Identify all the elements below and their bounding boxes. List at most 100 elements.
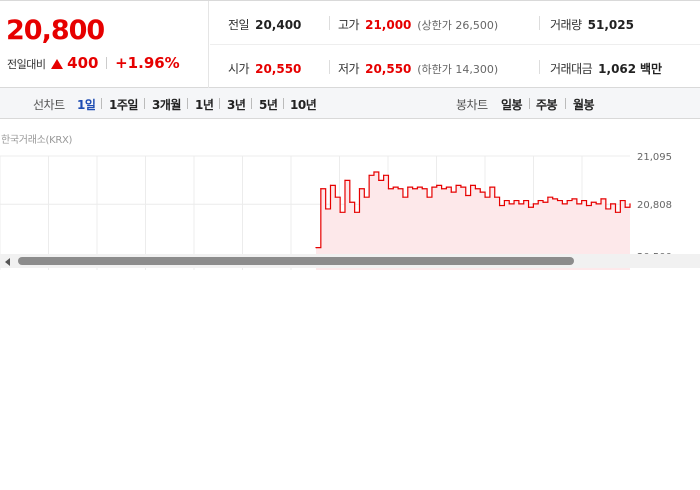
data-point xyxy=(561,203,563,205)
candle-chart-label: 봉차트 xyxy=(456,98,488,112)
data-point xyxy=(556,199,559,202)
data-point xyxy=(431,186,433,188)
data-point xyxy=(542,201,544,203)
data-point xyxy=(450,191,452,193)
tab-monthly-candle[interactable]: 월봉 xyxy=(573,98,595,112)
change-label: 전일대비 xyxy=(7,58,46,71)
tab-5-years[interactable]: 5년 xyxy=(259,98,278,112)
data-point xyxy=(479,191,481,193)
data-point xyxy=(412,188,414,190)
triangle-left-icon[interactable] xyxy=(5,258,10,266)
tab-3-months[interactable]: 3개월 xyxy=(152,98,181,112)
data-point xyxy=(489,186,491,188)
data-point xyxy=(397,188,399,190)
volume-label: 거래량 xyxy=(550,18,582,32)
change-row: 전일대비 400 +1.96% xyxy=(7,54,180,72)
tab-1-year[interactable]: 1년 xyxy=(195,98,214,112)
data-point xyxy=(378,179,380,181)
data-point xyxy=(518,203,520,205)
data-point xyxy=(590,201,592,203)
current-price: 20,800 xyxy=(6,15,105,46)
divider xyxy=(210,44,700,45)
stock-summary-panel: 20,800 전일대비 400 +1.96% 전일 20,400 고가 21,000… xyxy=(0,0,700,88)
data-point xyxy=(600,198,602,200)
open-price: 시가 20,550 xyxy=(228,60,301,77)
divider xyxy=(529,98,530,109)
tab-daily-candle[interactable]: 일봉 xyxy=(501,98,523,112)
data-point xyxy=(547,196,549,198)
data-source: 한국거래소(KRX) xyxy=(1,135,73,146)
data-point xyxy=(595,203,597,205)
data-point xyxy=(629,203,631,205)
price-area-fill xyxy=(316,171,630,270)
data-point xyxy=(537,199,539,202)
data-point xyxy=(571,198,573,200)
scrollbar-thumb[interactable] xyxy=(18,257,574,265)
tab-10-years[interactable]: 10년 xyxy=(290,98,317,112)
data-point xyxy=(508,203,510,205)
prev-close-value: 20,400 xyxy=(255,18,302,32)
data-point xyxy=(373,171,375,173)
data-point xyxy=(402,196,404,198)
tab-3-years[interactable]: 3년 xyxy=(227,98,246,112)
high-price: 고가 21,000 (상한가 26,500) xyxy=(338,16,498,33)
data-point xyxy=(416,186,419,188)
divider xyxy=(106,57,108,69)
prev-close-label: 전일 xyxy=(228,18,250,32)
trade-amount: 거래대금 1,062 백만 xyxy=(550,60,662,77)
high-label: 고가 xyxy=(338,18,360,32)
divider xyxy=(144,98,145,109)
low-price: 저가 20,550 (하한가 14,300) xyxy=(338,60,498,77)
data-point xyxy=(494,196,496,198)
data-point xyxy=(354,211,356,213)
data-point xyxy=(513,199,515,202)
data-point xyxy=(576,203,578,205)
data-point xyxy=(614,211,617,213)
trade-amount-label: 거래대금 xyxy=(550,62,593,76)
data-point xyxy=(445,186,448,188)
data-point xyxy=(523,199,525,202)
data-point xyxy=(585,204,588,207)
open-label: 시가 xyxy=(228,62,250,76)
price-box: 20,800 전일대비 400 +1.96% xyxy=(0,1,209,88)
data-point xyxy=(527,206,530,208)
tab-1-day[interactable]: 1일 xyxy=(77,98,96,112)
data-point xyxy=(407,186,409,188)
data-point xyxy=(368,174,370,176)
tab-1-week[interactable]: 1주일 xyxy=(109,98,138,112)
low-label: 저가 xyxy=(338,62,360,76)
data-point xyxy=(421,188,423,190)
low-value: 20,550 xyxy=(365,62,412,76)
change-diff: 400 xyxy=(67,54,99,72)
divider xyxy=(219,98,220,109)
price-line xyxy=(316,171,631,249)
data-point xyxy=(605,208,607,210)
data-point xyxy=(363,196,365,198)
divider xyxy=(329,16,330,30)
chart-period-tabs: 선차트 1일 1주일 3개월 1년 3년 5년 10년 봉차트 일봉 주봉 월봉 xyxy=(0,88,700,119)
data-point xyxy=(387,188,390,190)
data-point xyxy=(320,188,322,190)
upper-limit: (상한가 26,500) xyxy=(417,19,499,32)
y-tick-label: 20,808 xyxy=(637,200,672,211)
data-point xyxy=(339,211,341,213)
data-point xyxy=(460,186,462,188)
divider xyxy=(329,60,330,74)
data-point xyxy=(315,246,317,249)
trade-amount-value: 1,062 xyxy=(598,62,637,76)
data-point xyxy=(610,203,612,205)
info-grid: 전일 20,400 고가 21,000 (상한가 26,500) 거래량 51,025… xyxy=(210,1,700,88)
data-point xyxy=(349,201,351,203)
data-point xyxy=(426,196,428,198)
data-point xyxy=(455,184,457,187)
prev-close: 전일 20,400 xyxy=(228,16,301,33)
tab-weekly-candle[interactable]: 주봉 xyxy=(536,98,558,112)
divider xyxy=(187,98,188,109)
data-point xyxy=(503,199,505,202)
divider xyxy=(565,98,566,109)
divider xyxy=(539,60,540,74)
change-rate: +1.96% xyxy=(115,54,180,72)
data-point xyxy=(581,199,583,202)
data-point xyxy=(624,206,626,208)
